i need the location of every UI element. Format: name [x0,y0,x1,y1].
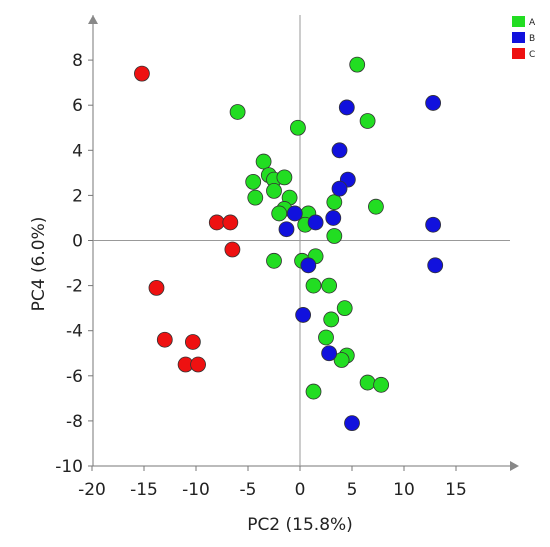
x-tick-label: -10 [182,480,210,500]
y-tick-label: 2 [72,186,83,206]
axes [88,15,519,471]
x-tick-label: 0 [295,480,306,500]
data-point [307,214,324,231]
x-axis-arrow [510,461,519,471]
data-point [331,142,348,159]
data-point [368,198,384,215]
y-tick-label: -2 [66,277,83,297]
data-point [229,104,246,120]
legend-swatch [512,48,525,59]
data-point [333,352,350,368]
data-point [425,216,442,233]
y-tick-label: -10 [55,457,83,477]
data-point [224,241,241,258]
legend-label: C [529,50,535,60]
series-C [134,65,241,373]
data-point [305,277,322,294]
data-point [222,214,239,231]
data-point [247,189,264,206]
data-point [276,169,293,186]
data-point [290,119,306,136]
legend: ABC [512,16,536,60]
y-axis-title: PC4 (6.0%) [29,217,49,312]
y-tick-label: 8 [72,51,83,71]
y-tick-label: 0 [72,232,83,252]
x-tick-label: 10 [393,480,415,500]
data-point [134,65,150,82]
data-point [318,329,334,346]
data-point [156,331,173,348]
data-point [373,376,390,393]
x-tick-label: 5 [347,480,358,500]
data-point [266,182,282,199]
data-point [266,252,282,269]
data-point [323,311,340,328]
x-tick-label: 15 [445,480,467,500]
series-A [229,56,390,400]
x-tick-label: -20 [78,480,106,500]
data-point [321,277,338,294]
y-tick-label: -4 [66,322,83,342]
data-point [271,205,288,222]
data-point [325,210,342,226]
data-point [326,194,343,211]
data-point [278,221,295,238]
legend-label: B [529,34,535,44]
data-point [326,228,343,244]
data-point [331,180,348,197]
x-tick-label: -15 [130,480,158,500]
data-point [300,257,317,274]
legend-swatch [512,16,525,27]
data-point [295,307,312,323]
data-point [336,300,353,317]
data-point [338,99,355,116]
legend-swatch [512,32,525,43]
data-point [359,374,376,391]
data-point [245,173,262,190]
y-tick-label: 4 [72,141,83,161]
legend-label: A [529,18,536,28]
data-point [208,214,225,231]
y-axis-arrow [88,15,98,24]
data-point [425,95,442,111]
y-tick-label: -8 [66,412,83,432]
x-axis-title: PC2 (15.8%) [247,515,353,535]
data-point [190,356,206,373]
data-point [148,279,165,296]
data-point [359,113,376,129]
data-point [255,153,272,170]
data-point [184,334,201,350]
data-point [349,56,366,73]
x-tick-label: -5 [240,480,257,500]
series-B [278,95,444,432]
y-tick-label: 6 [72,96,83,116]
data-point [305,383,322,400]
data-point [286,205,303,222]
y-tick-label: -6 [66,367,83,387]
data-points [134,56,444,432]
data-point [344,415,360,432]
data-point [321,345,338,362]
data-point [427,257,444,274]
